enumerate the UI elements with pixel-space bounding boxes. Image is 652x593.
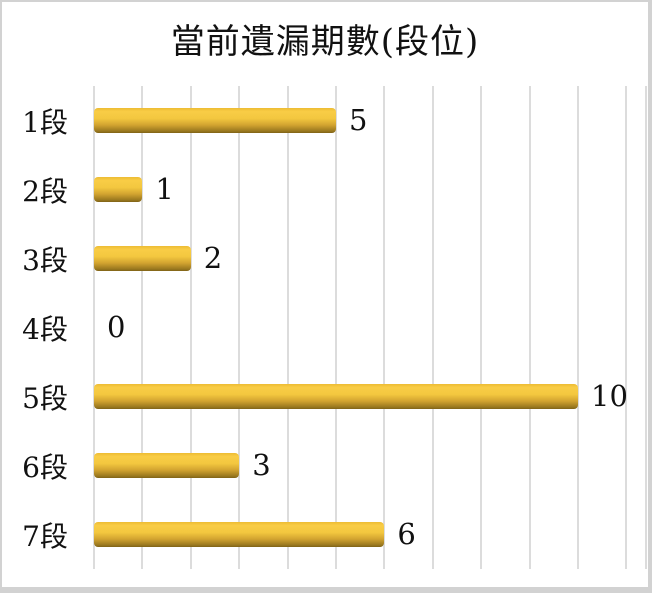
bar-row: 5 bbox=[94, 86, 648, 155]
gridline bbox=[480, 86, 483, 569]
bar bbox=[94, 177, 143, 202]
bar-value-label: 1 bbox=[155, 172, 174, 206]
gridline bbox=[383, 86, 386, 569]
gridline bbox=[431, 86, 434, 569]
category-axis: 1段 2段 3段 4段 5段 6段 7段 bbox=[2, 86, 86, 569]
bar-row: 0 bbox=[94, 293, 648, 362]
bar bbox=[94, 453, 240, 478]
bar-value-label: 10 bbox=[591, 379, 628, 413]
bar bbox=[94, 246, 191, 271]
gridline bbox=[238, 86, 241, 569]
chart-title: 當前遺漏期數(段位) bbox=[170, 22, 480, 62]
category-label: 4段 bbox=[22, 312, 68, 346]
bar-row: 1 bbox=[94, 155, 648, 224]
category-label: 3段 bbox=[22, 243, 68, 277]
plot-area: 5 1 2 0 10 3 6 bbox=[93, 86, 648, 569]
category-label: 1段 bbox=[22, 105, 68, 139]
category-label: 5段 bbox=[22, 381, 68, 415]
bar bbox=[94, 108, 336, 133]
category-label: 2段 bbox=[22, 174, 68, 208]
gridline bbox=[286, 86, 289, 569]
bar-value-label: 2 bbox=[203, 241, 223, 275]
bar-value-label: 6 bbox=[397, 517, 416, 551]
plot-right-border bbox=[645, 86, 647, 569]
bar-value-label: 0 bbox=[107, 310, 126, 344]
bar-row: 6 bbox=[94, 500, 648, 569]
gridline bbox=[189, 86, 192, 569]
gridline bbox=[93, 86, 95, 569]
gridline bbox=[335, 86, 337, 569]
gridline bbox=[625, 86, 628, 569]
bar-value-label: 3 bbox=[252, 448, 271, 482]
bar bbox=[94, 384, 578, 409]
gridline bbox=[577, 86, 579, 569]
bar-row: 10 bbox=[94, 362, 648, 431]
bar bbox=[94, 522, 385, 547]
gridline bbox=[141, 86, 144, 569]
gridline bbox=[528, 86, 531, 569]
bar-value-label: 5 bbox=[349, 103, 368, 137]
bar-row: 3 bbox=[94, 431, 648, 500]
bar-row: 2 bbox=[94, 224, 648, 293]
category-label: 7段 bbox=[22, 519, 68, 553]
category-label: 6段 bbox=[22, 450, 68, 484]
